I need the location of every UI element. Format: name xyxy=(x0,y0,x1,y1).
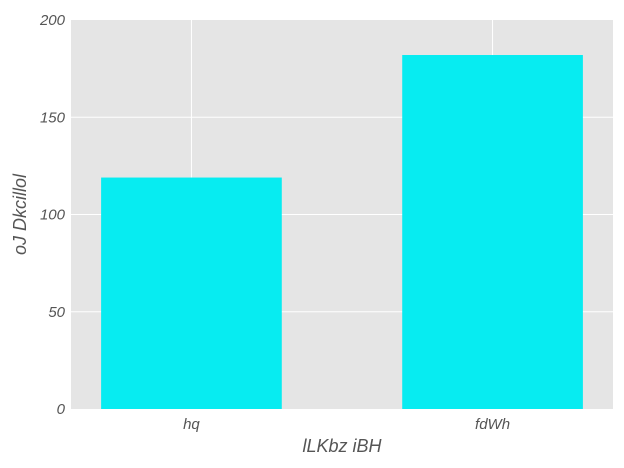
x-axis-title: lLKbz iBH xyxy=(302,436,382,456)
y-tick-label: 150 xyxy=(40,109,66,126)
y-tick-labels: 0 50 100 150 200 xyxy=(39,12,66,418)
x-tick-labels: hq fdWh xyxy=(183,416,510,433)
y-axis-title: oJ Dkcillol xyxy=(10,173,30,255)
y-tick-label: 100 xyxy=(40,207,66,224)
y-tick-label: 50 xyxy=(48,304,65,321)
bar-hq xyxy=(101,177,282,409)
x-tick-label: fdWh xyxy=(475,416,510,433)
x-tick-label: hq xyxy=(183,416,200,433)
bars xyxy=(101,55,583,409)
y-tick-label: 0 xyxy=(57,401,66,418)
y-tick-label: 200 xyxy=(39,12,66,29)
bar-fdWh xyxy=(402,55,583,409)
